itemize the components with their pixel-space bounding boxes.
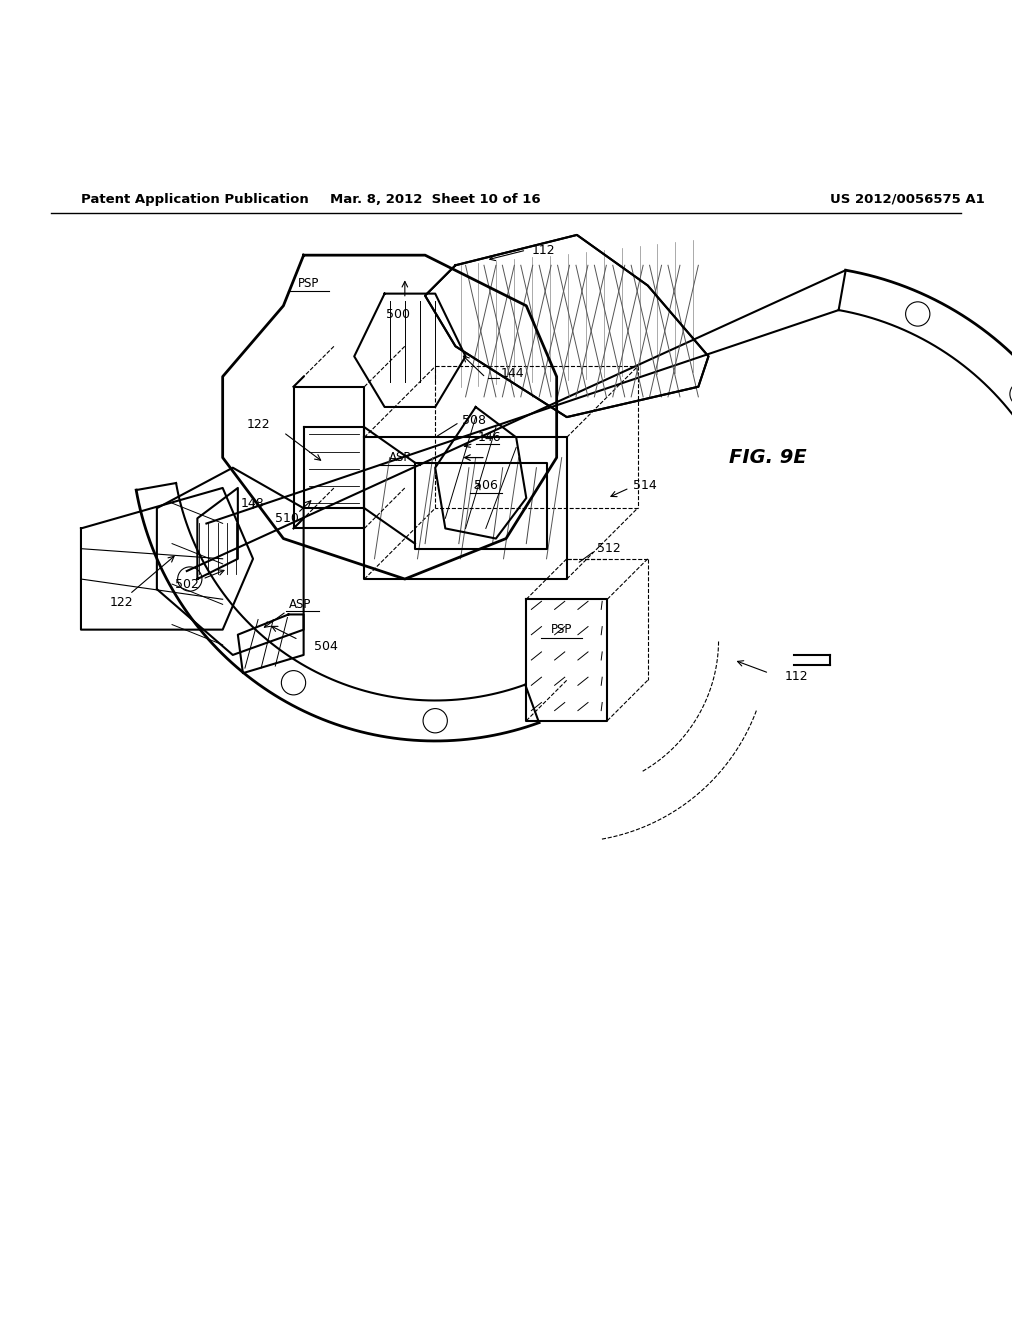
Text: 508: 508	[462, 413, 485, 426]
Text: 512: 512	[597, 543, 621, 556]
Text: 112: 112	[531, 244, 555, 256]
Text: 506: 506	[474, 479, 498, 492]
Text: 122: 122	[110, 595, 133, 609]
Text: ASP: ASP	[388, 451, 411, 465]
Text: 500: 500	[386, 308, 410, 321]
Text: 112: 112	[784, 669, 808, 682]
Text: ASP: ASP	[289, 598, 311, 611]
Text: Patent Application Publication: Patent Application Publication	[81, 193, 308, 206]
Text: 148: 148	[241, 496, 264, 510]
Text: 144: 144	[501, 367, 524, 380]
Text: 510: 510	[274, 512, 299, 525]
Text: PSP: PSP	[298, 277, 319, 290]
Text: 502: 502	[175, 578, 200, 590]
Text: 122: 122	[247, 417, 270, 430]
Text: US 2012/0056575 A1: US 2012/0056575 A1	[829, 193, 985, 206]
Text: 514: 514	[633, 479, 656, 492]
Text: Mar. 8, 2012  Sheet 10 of 16: Mar. 8, 2012 Sheet 10 of 16	[330, 193, 541, 206]
Text: 504: 504	[313, 640, 338, 653]
Text: FIG. 9E: FIG. 9E	[729, 447, 807, 467]
Text: PSP: PSP	[551, 623, 572, 636]
Text: 146: 146	[478, 430, 502, 444]
